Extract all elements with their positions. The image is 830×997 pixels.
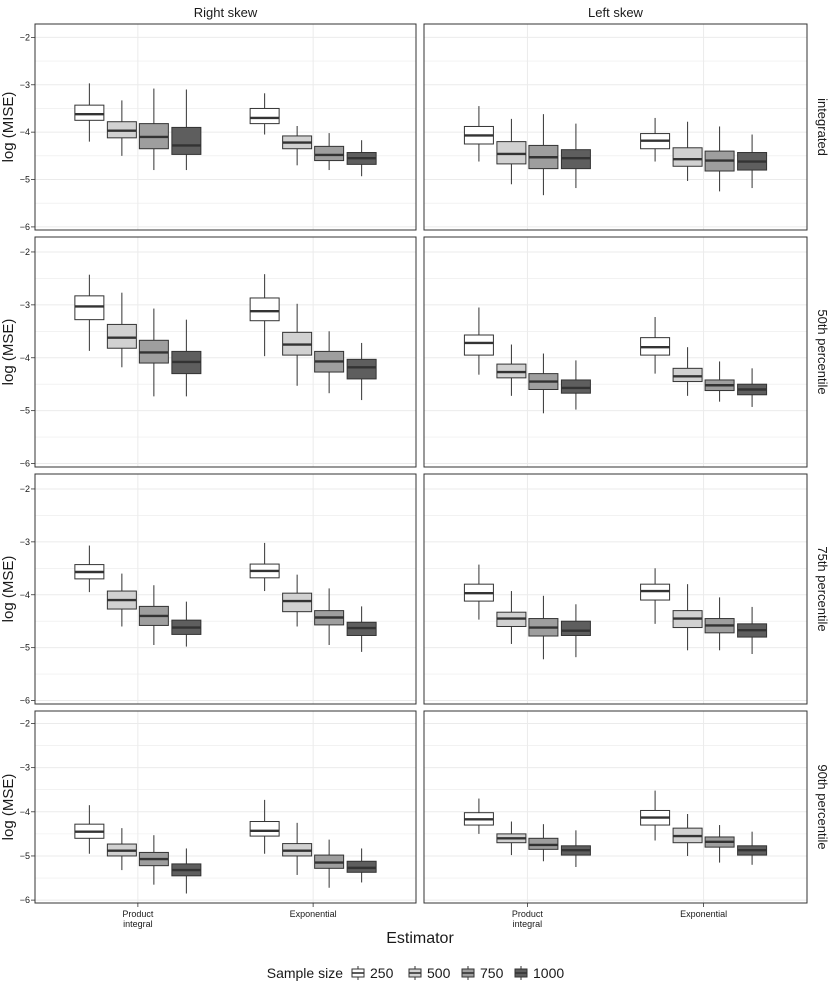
panel-frames <box>34 23 808 904</box>
y-tick-label: −6 <box>20 696 30 706</box>
strip-labels: Right skew Left skew integrated 50th percen… <box>194 5 830 850</box>
row-strip-label: 50th percentile <box>815 309 830 394</box>
x-tick-label-line: Product <box>122 909 154 919</box>
y-tick-label: −3 <box>20 80 30 90</box>
row-strip-label: 75th percentile <box>815 546 830 631</box>
y-tick-label: −6 <box>20 459 30 469</box>
y-axis-title: log (MSE) <box>0 556 17 623</box>
x-tick-label-line: integral <box>513 919 543 929</box>
box-iqr <box>249 821 280 837</box>
column-strip-label: Right skew <box>194 5 258 20</box>
box-iqr <box>463 334 494 356</box>
y-tick-label: −4 <box>20 127 30 137</box>
grid-layer <box>35 24 807 903</box>
box-layer <box>74 83 768 894</box>
x-tick-label: Product integral <box>122 909 154 929</box>
panel-frame <box>34 473 417 705</box>
box-iqr <box>249 107 280 125</box>
box-iqr <box>74 104 105 121</box>
y-tick-label: −2 <box>20 247 30 257</box>
x-tick-label-line: Exponential <box>290 909 337 919</box>
panel-frame <box>423 473 808 705</box>
x-tick-label-line: Product <box>512 909 544 919</box>
box-iqr <box>106 323 137 349</box>
row-strip-label: integrated <box>815 98 830 156</box>
y-tick-label: −5 <box>20 175 30 185</box>
y-tick-label: −6 <box>20 895 30 905</box>
box-iqr <box>560 620 591 636</box>
panel-frame <box>34 710 417 904</box>
y-tick-label: −2 <box>20 718 30 728</box>
box-iqr <box>672 147 703 167</box>
y-tick-label: −3 <box>20 300 30 310</box>
y-tick-label: −2 <box>20 32 30 42</box>
panel-frame <box>423 236 808 468</box>
legend: Sample size 250 500 750 1000 <box>267 965 565 981</box>
y-axis-title: log (MSE) <box>0 774 17 841</box>
box-iqr <box>672 367 703 383</box>
legend-label: 750 <box>480 965 504 981</box>
panel-frame <box>34 23 417 231</box>
x-tick-label-line: Exponential <box>680 909 727 919</box>
y-axis-title: log (MSE) <box>0 319 17 386</box>
panel-frame <box>34 236 417 468</box>
y-tick-label: −6 <box>20 222 30 232</box>
y-axis-title: log (MISE) <box>0 92 17 163</box>
x-tick-label: Product integral <box>512 909 544 929</box>
box-iqr <box>560 379 591 394</box>
x-tick-label: Exponential <box>680 909 727 919</box>
box-iqr <box>171 126 202 155</box>
legend-label: 250 <box>370 965 394 981</box>
column-strip-label: Left skew <box>588 5 644 20</box>
row-strip-label: 90th percentile <box>815 764 830 849</box>
box-iqr <box>314 145 345 162</box>
y-tick-label: −4 <box>20 590 30 600</box>
box-iqr <box>282 592 313 613</box>
y-tick-label: −5 <box>20 406 30 416</box>
x-axis-title: Estimator <box>386 930 454 947</box>
legend-label: 500 <box>427 965 451 981</box>
legend-title: Sample size <box>267 965 343 981</box>
y-tick-label: −4 <box>20 353 30 363</box>
y-tick-label: −5 <box>20 643 30 653</box>
y-tick-label: −5 <box>20 851 30 861</box>
y-tick-label: −2 <box>20 484 30 494</box>
y-tick-label: −4 <box>20 807 30 817</box>
y-tick-label: −3 <box>20 763 30 773</box>
box-iqr <box>249 297 280 322</box>
box-iqr <box>346 358 377 380</box>
box-iqr <box>74 295 105 321</box>
x-tick-label-line: integral <box>123 919 153 929</box>
axis-layer: log (MISE) −2 −3 −4 −5 −6 log (MSE) −2 −3 −4 −5 −6 l… <box>0 32 727 929</box>
legend-label: 1000 <box>533 965 564 981</box>
panel-frame <box>423 710 808 904</box>
y-tick-label: −3 <box>20 537 30 547</box>
x-tick-label: Exponential <box>290 909 337 919</box>
panel-frame <box>423 23 808 231</box>
